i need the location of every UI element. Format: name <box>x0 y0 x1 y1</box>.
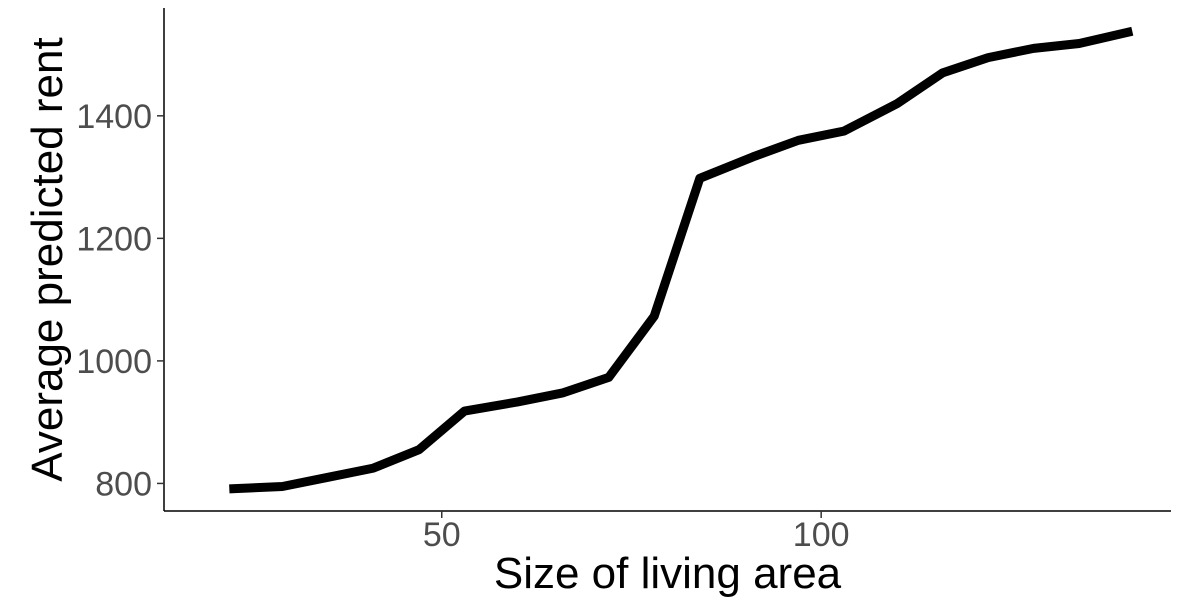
y-axis-title: Average predicted rent <box>23 37 72 481</box>
y-tick-label: 800 <box>95 465 152 503</box>
series-line <box>229 26 1134 494</box>
plot-area <box>229 26 1134 494</box>
y-tick-label: 1000 <box>76 343 152 381</box>
y-tick-label: 1200 <box>76 220 152 258</box>
y-tick-label: 1400 <box>76 98 152 136</box>
y-axis-ticks: 800 1000 1200 1400 <box>76 98 164 503</box>
x-axis-title: Size of living area <box>494 549 842 598</box>
x-axis-ticks: 50 100 <box>423 511 850 554</box>
x-tick-label: 50 <box>423 516 461 554</box>
x-tick-label: 100 <box>793 516 850 554</box>
